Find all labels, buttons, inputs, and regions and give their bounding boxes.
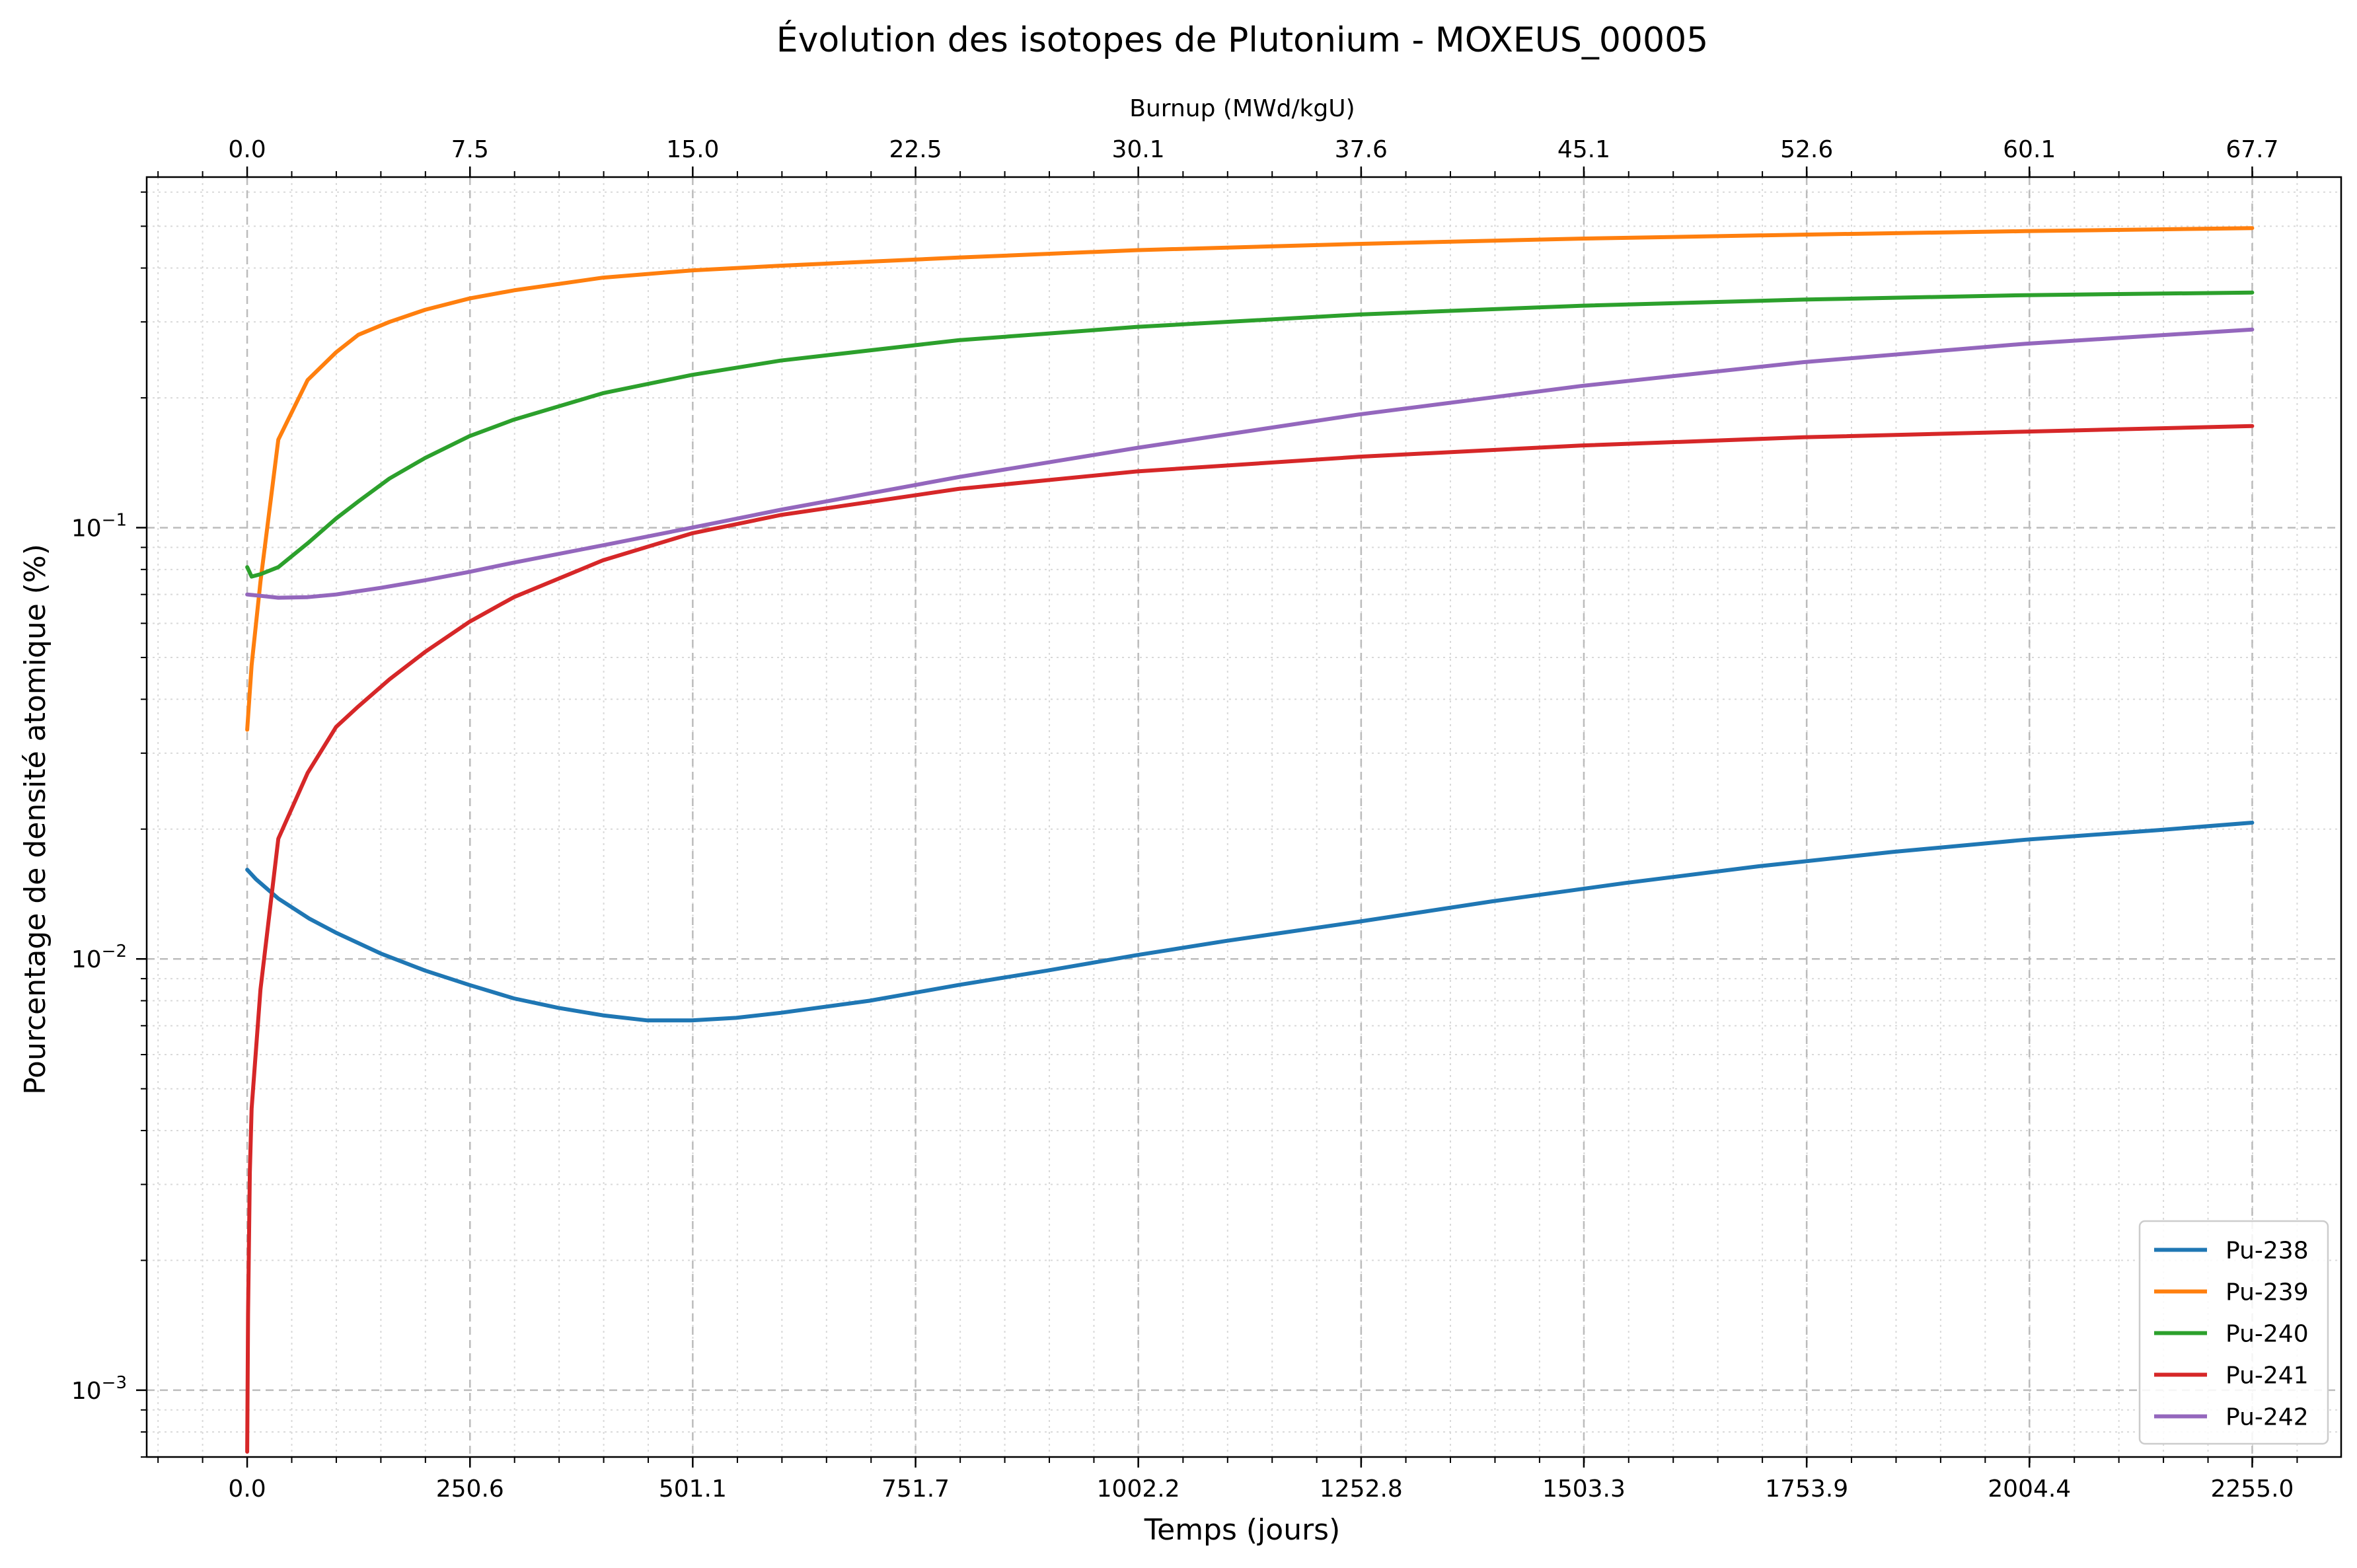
x-tick-label: 1252.8	[1320, 1475, 1403, 1503]
legend-label-pu-239: Pu-239	[2226, 1279, 2309, 1306]
top-x-tick-label: 37.6	[1335, 136, 1388, 163]
y-tick-label: 10−1	[71, 511, 127, 542]
top-x-axis-label: Burnup (MWd/kgU)	[1129, 95, 1355, 122]
x-tick-label: 0.0	[228, 1475, 266, 1503]
top-x-tick-label: 15.0	[666, 136, 719, 163]
top-x-tick-label: 60.1	[2003, 136, 2056, 163]
x-tick-label: 1753.9	[1765, 1475, 1848, 1503]
x-tick-label: 1503.3	[1542, 1475, 1626, 1503]
top-x-tick-label: 0.0	[228, 136, 266, 163]
y-tick-label: 10−2	[71, 942, 127, 973]
x-tick-label: 250.6	[436, 1475, 504, 1503]
chart-title: Évolution des isotopes de Plutonium - MO…	[776, 20, 1709, 60]
legend-label-pu-242: Pu-242	[2226, 1404, 2309, 1431]
x-tick-label: 2255.0	[2210, 1475, 2294, 1503]
y-tick-label: 10−3	[71, 1373, 127, 1405]
series-line-pu-241	[245, 424, 2255, 1454]
x-tick-label: 751.7	[881, 1475, 950, 1503]
top-x-tick-label: 7.5	[451, 136, 489, 163]
legend: Pu-238 Pu-239 Pu-240 Pu-241 Pu-242	[2138, 1220, 2329, 1445]
legend-label-pu-240: Pu-240	[2226, 1321, 2309, 1348]
series-line-pu-238	[245, 821, 2255, 1023]
minor-gridlines	[147, 177, 2341, 1458]
x-tick-label: 1002.2	[1097, 1475, 1180, 1503]
plot-frame	[145, 176, 2342, 1458]
top-x-tick-label: 67.7	[2226, 136, 2278, 163]
x-tick-label: 2004.4	[1988, 1475, 2071, 1503]
axis-ticks: 0.0 0.0 250.6 7.5 501.1 15.0 751.7 22.5 1002.2 30…	[71, 136, 2298, 1503]
legend-box	[2138, 1220, 2329, 1445]
legend-label-pu-241: Pu-241	[2226, 1363, 2309, 1390]
top-x-tick-label: 22.5	[889, 136, 942, 163]
y-axis-label: Pourcentage de densité atomique (%)	[19, 544, 52, 1095]
top-x-tick-label: 52.6	[1780, 136, 1833, 163]
legend-label-pu-238: Pu-238	[2226, 1238, 2309, 1265]
series-line-pu-242	[245, 327, 2255, 600]
x-axis-label: Temps (jours)	[1144, 1513, 1341, 1547]
x-tick-label: 501.1	[659, 1475, 727, 1503]
major-gridlines	[147, 177, 2341, 1457]
series-line-pu-239	[245, 226, 2255, 732]
top-x-tick-label: 45.1	[1557, 136, 1610, 163]
top-x-tick-label: 30.1	[1112, 136, 1165, 163]
series-layer	[245, 226, 2255, 1454]
series-line-pu-240	[245, 290, 2255, 579]
